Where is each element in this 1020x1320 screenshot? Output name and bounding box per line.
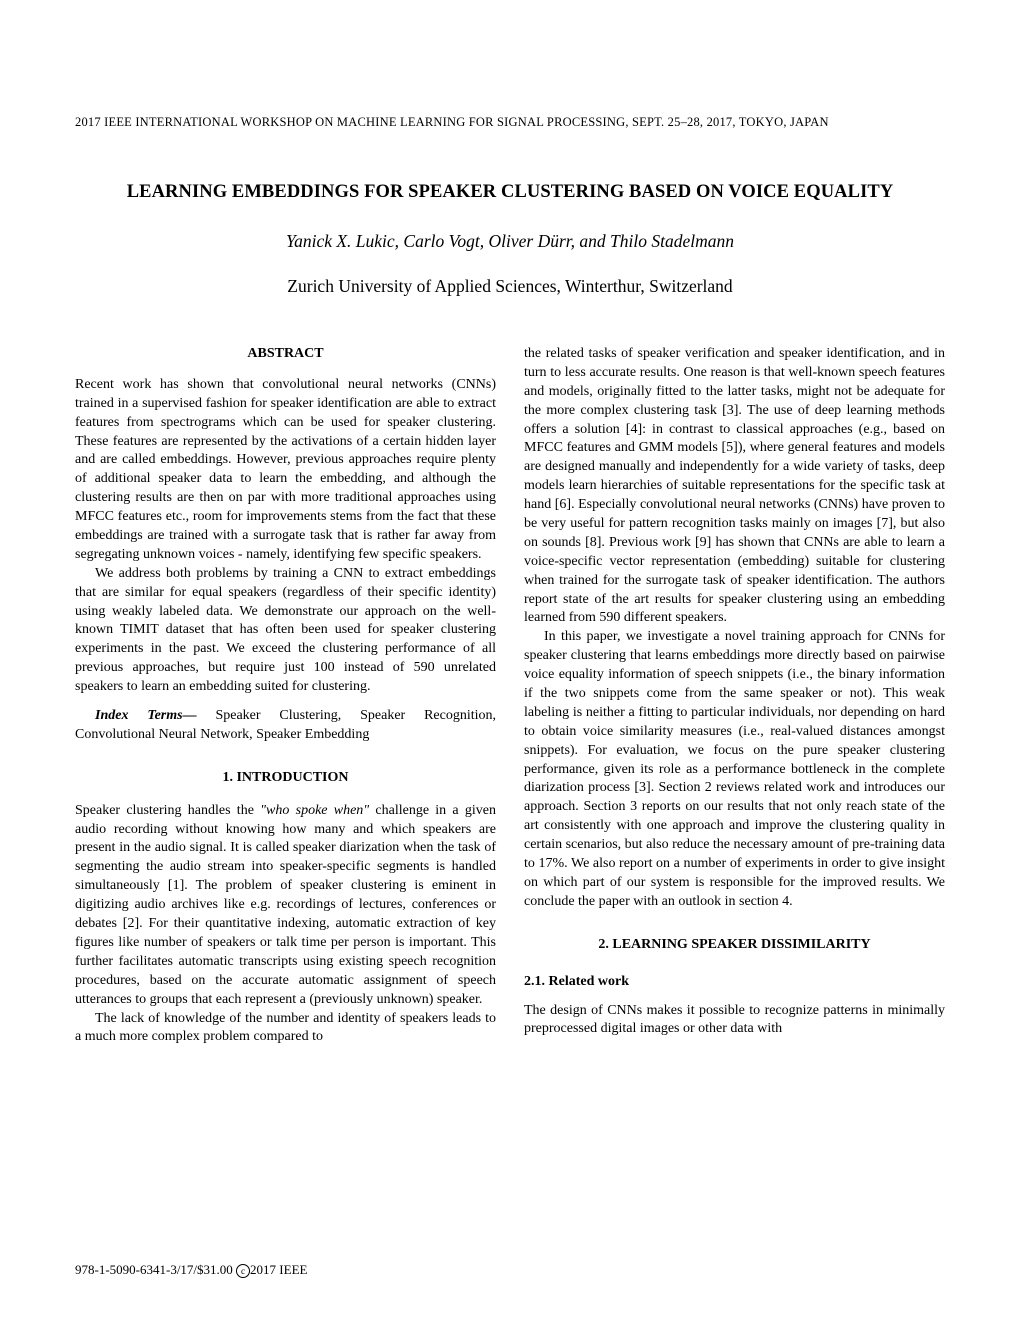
copyright-icon: c bbox=[236, 1264, 250, 1278]
intro-paragraph-2: The lack of knowledge of the number and … bbox=[75, 1010, 496, 1048]
two-column-body: ABSTRACT Recent work has shown that conv… bbox=[75, 345, 945, 1047]
index-terms: Index Terms— Speaker Clustering, Speaker… bbox=[75, 707, 496, 745]
intro-quoted: "who spoke when" bbox=[260, 803, 369, 818]
paper-title: LEARNING EMBEDDINGS FOR SPEAKER CLUSTERI… bbox=[75, 182, 945, 203]
page: 2017 IEEE INTERNATIONAL WORKSHOP ON MACH… bbox=[0, 0, 1020, 1320]
right-paragraph-2: In this paper, we investigate a novel tr… bbox=[524, 628, 945, 911]
index-terms-label: Index Terms— bbox=[95, 708, 197, 723]
section-2-heading: 2. LEARNING SPEAKER DISSIMILARITY bbox=[524, 936, 945, 955]
right-column: the related tasks of speaker verificatio… bbox=[524, 345, 945, 1047]
left-column: ABSTRACT Recent work has shown that conv… bbox=[75, 345, 496, 1047]
section-1-heading: 1. INTRODUCTION bbox=[75, 769, 496, 788]
related-work-paragraph-1: The design of CNNs makes it possible to … bbox=[524, 1002, 945, 1040]
authors: Yanick X. Lukic, Carlo Vogt, Oliver Dürr… bbox=[75, 231, 945, 252]
footer-isbn: 978-1-5090-6341-3/17/$31.00 bbox=[75, 1262, 236, 1277]
right-paragraph-1: the related tasks of speaker verificatio… bbox=[524, 345, 945, 628]
section-2-1-heading: 2.1. Related work bbox=[524, 973, 945, 992]
intro-paragraph-1: Speaker clustering handles the "who spok… bbox=[75, 802, 496, 1010]
intro-p1-b: challenge in a given audio recording wit… bbox=[75, 803, 496, 1007]
abstract-paragraph-2: We address both problems by training a C… bbox=[75, 565, 496, 697]
affiliation: Zurich University of Applied Sciences, W… bbox=[75, 276, 945, 297]
conference-header: 2017 IEEE INTERNATIONAL WORKSHOP ON MACH… bbox=[75, 115, 945, 130]
intro-p1-a: Speaker clustering handles the bbox=[75, 803, 260, 818]
abstract-paragraph-1: Recent work has shown that convolutional… bbox=[75, 376, 496, 565]
footer-org: 2017 IEEE bbox=[250, 1262, 307, 1277]
footer-copyright: 978-1-5090-6341-3/17/$31.00 c2017 IEEE bbox=[75, 1262, 307, 1278]
abstract-heading: ABSTRACT bbox=[75, 345, 496, 364]
